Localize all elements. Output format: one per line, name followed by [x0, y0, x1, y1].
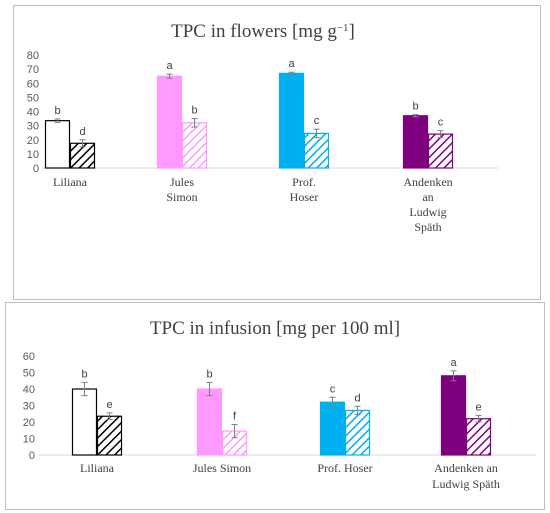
- flowers-y-tick-label: 40: [27, 107, 39, 119]
- infusion-y-tick-label: 40: [23, 384, 35, 396]
- flowers-y-tick-label: 50: [27, 92, 39, 104]
- flowers-significance-letter: c: [314, 115, 320, 127]
- infusion-significance-letter: a: [450, 357, 457, 369]
- infusion-bar: [465, 418, 492, 456]
- flowers-y-tick-label: 30: [27, 121, 39, 133]
- flowers-bar: [44, 120, 71, 169]
- infusion-y-tick-label: 10: [23, 434, 35, 446]
- infusion-y-tick-label: 50: [23, 368, 35, 380]
- infusion-category-label: Andenken an Ludwig Späth: [432, 461, 500, 491]
- flowers-bar: [303, 132, 330, 169]
- flowers-significance-letter: b: [54, 105, 60, 117]
- infusion-bar: [71, 388, 98, 456]
- flowers-significance-letter: b: [191, 105, 197, 117]
- infusion-y-tick-label: 20: [23, 417, 35, 429]
- infusion-bar: [319, 401, 346, 456]
- flowers-significance-letter: a: [166, 60, 173, 72]
- infusion-significance-letter: f: [233, 410, 237, 422]
- infusion-significance-letter: e: [475, 401, 481, 413]
- flowers-significance-letter: d: [79, 126, 85, 138]
- infusion-bar: [440, 375, 467, 456]
- flowers-y-tick-label: 20: [27, 135, 39, 147]
- flowers-bar: [156, 75, 183, 169]
- flowers-category-label: Prof. Hoser: [290, 175, 319, 204]
- flowers-y-tick-label: 10: [27, 149, 39, 161]
- flowers-bar: [427, 133, 454, 169]
- infusion-bar: [196, 388, 223, 456]
- flowers-category-label: Jules Simon: [166, 175, 197, 204]
- flowers-category-label: Andenken an Ludwig Späth: [403, 175, 452, 234]
- chart-title-infusion: TPC in infusion [mg per 100 ml]: [150, 318, 400, 339]
- infusion-significance-letter: c: [330, 383, 336, 395]
- flowers-bar: [278, 72, 305, 169]
- infusion-bar: [344, 409, 371, 456]
- flowers-y-tick-label: 60: [27, 78, 39, 90]
- flowers-y-tick-label: 70: [27, 64, 39, 76]
- flowers-category-label: Liliana: [53, 175, 88, 189]
- flowers-bar: [402, 115, 429, 169]
- infusion-significance-letter: b: [81, 368, 87, 380]
- chart-title-flowers: TPC in flowers [mg g−1]: [171, 21, 355, 42]
- infusion-category-label: Prof. Hoser: [317, 461, 372, 475]
- flowers-y-tick-label: 0: [33, 163, 39, 175]
- flowers-y-tick-label: 80: [27, 50, 39, 62]
- infusion-y-tick-label: 60: [23, 351, 35, 363]
- infusion-significance-letter: d: [354, 392, 360, 404]
- plot-infusion: 0 10 20 30 40 50 60 b e Liliana b f Jules Simon c d Pro…: [23, 351, 536, 491]
- infusion-bar: [96, 415, 123, 456]
- infusion-y-tick-label: 30: [23, 401, 35, 413]
- flowers-significance-letter: c: [438, 117, 444, 129]
- flowers-significance-letter: b: [412, 101, 418, 113]
- infusion-category-label: Jules Simon: [193, 461, 251, 475]
- flowers-significance-letter: a: [288, 58, 295, 70]
- plot-flowers: 0 10 20 30 40 50 60 70 80 b d Liliana a b Jules Simon a c…: [27, 50, 498, 234]
- infusion-y-tick-label: 0: [29, 450, 35, 462]
- infusion-category-label: Liliana: [80, 461, 115, 475]
- flowers-bar: [181, 122, 208, 169]
- infusion-significance-letter: e: [106, 399, 112, 411]
- infusion-significance-letter: b: [206, 368, 212, 380]
